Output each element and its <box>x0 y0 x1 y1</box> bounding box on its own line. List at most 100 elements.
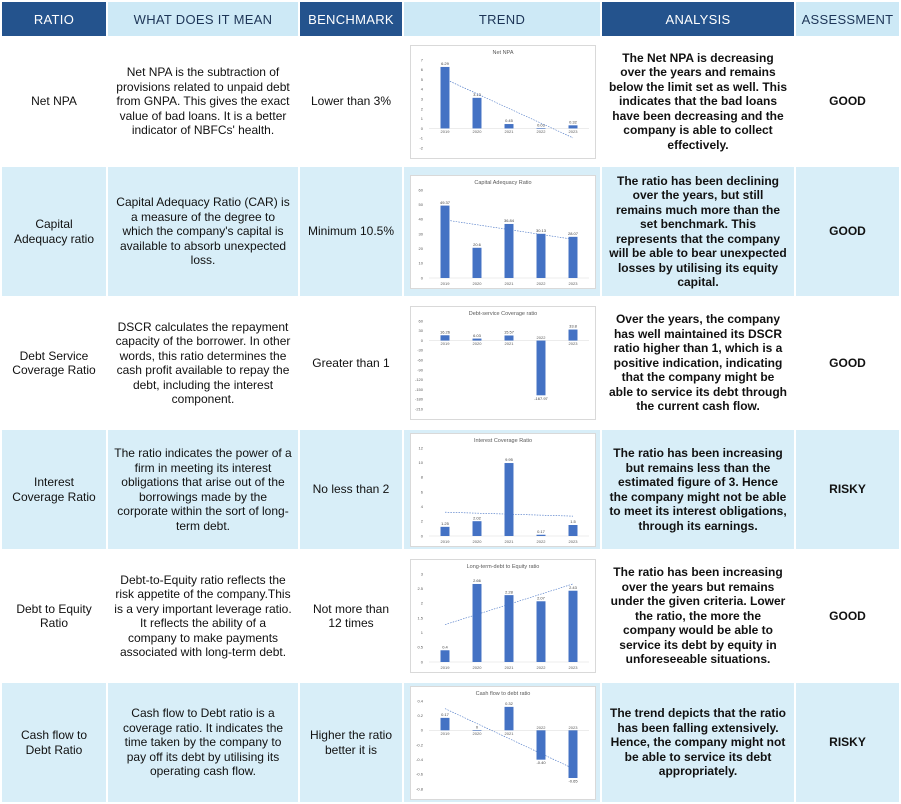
y-tick-label: 10 <box>419 260 424 265</box>
y-tick-label: 2 <box>421 601 424 606</box>
chart-bar <box>472 97 482 128</box>
x-tick-label: 2020 <box>473 665 483 670</box>
data-label: 2.07 <box>537 595 546 600</box>
table-row-dscr: Debt Service Coverage Ratio DSCR calcula… <box>2 298 899 428</box>
x-tick-label: 2023 <box>569 665 579 670</box>
y-tick-label: 4 <box>421 504 424 509</box>
y-tick-label: 0 <box>421 338 424 343</box>
data-label: -0.40 <box>536 760 546 765</box>
assessment-badge: GOOD <box>796 551 899 681</box>
y-tick-label: -90 <box>417 367 424 372</box>
chart-bar <box>504 223 514 278</box>
chart-bar <box>440 526 450 536</box>
table-row-cash-flow-to-debt: Cash flow to Debt Ratio Cash flow to Deb… <box>2 683 899 802</box>
x-tick-label: 2021 <box>505 341 515 346</box>
assessment-badge: GOOD <box>796 167 899 296</box>
chart-title: Debt-service Coverage ratio <box>469 311 537 317</box>
chart-bar <box>472 338 482 341</box>
chart-trendline <box>444 78 574 138</box>
chart-bar <box>504 595 514 662</box>
ratio-meaning: Debt-to-Equity ratio reflects the risk a… <box>108 551 298 681</box>
y-tick-label: -0.8 <box>416 786 424 791</box>
trend-chart: Capital Adequacy Ratio 0 10 20 30 40 50 60 49.37… <box>410 174 596 289</box>
trend-cell: Debt-service Coverage ratio -210 -180 -150 -… <box>404 298 600 428</box>
chart-bar <box>504 123 514 128</box>
chart-bar <box>536 340 546 396</box>
data-label: 1.5 <box>570 519 576 524</box>
ratio-name: Debt to Equity Ratio <box>2 551 106 681</box>
chart-bar <box>536 233 546 278</box>
data-label: 30.13 <box>536 228 547 233</box>
data-label: 15.57 <box>504 330 515 335</box>
chart-trendline <box>444 583 574 625</box>
ratio-analysis: The trend depicts that the ratio has bee… <box>602 683 794 802</box>
ratio-benchmark: Greater than 1 <box>300 298 402 428</box>
table-row-net-npa: Net NPA Net NPA is the subtraction of pr… <box>2 38 899 165</box>
x-tick-label: 2019 <box>441 730 451 735</box>
x-tick-label: 2021 <box>505 730 515 735</box>
assessment-badge: RISKY <box>796 430 899 549</box>
chart-title: Cash flow to debt ratio <box>476 691 531 697</box>
chart-bar <box>536 534 546 536</box>
trend-chart: Interest Coverage Ratio 0 2 4 6 8 10 12 1.25 2019… <box>410 432 596 547</box>
data-label: 33.8 <box>569 324 578 329</box>
data-label: 0.45 <box>505 118 514 123</box>
y-tick-label: 1.5 <box>417 615 423 620</box>
trend-chart-svg: Interest Coverage Ratio 0 2 4 6 8 10 12 1.25 2019… <box>419 438 589 544</box>
chart-bar <box>440 335 450 341</box>
x-tick-label: 2020 <box>473 730 483 735</box>
x-tick-label: 2021 <box>505 539 515 544</box>
chart-bar <box>504 706 514 730</box>
x-tick-label: 2019 <box>441 665 451 670</box>
trend-chart-svg: Net NPA -2 -1 0 1 2 3 4 5 6 7 6.29 2019 3.13 2020 0.45 2… <box>419 50 589 150</box>
chart-bar <box>472 729 482 731</box>
chart-bar <box>472 520 482 536</box>
x-tick-label: 2023 <box>569 341 579 346</box>
header-benchmark: BENCHMARK <box>300 2 402 36</box>
data-label: 2.28 <box>505 589 514 594</box>
x-tick-label: 2022 <box>537 539 547 544</box>
x-tick-label: 2020 <box>473 341 483 346</box>
y-tick-label: 0 <box>421 533 424 538</box>
y-tick-label: 60 <box>419 318 424 323</box>
ratio-analysis: The ratio has been declining over the ye… <box>602 167 794 296</box>
x-tick-label: 2023 <box>569 539 579 544</box>
x-tick-label: 2019 <box>441 128 451 133</box>
chart-bar <box>568 524 578 536</box>
trend-chart: Net NPA -2 -1 0 1 2 3 4 5 6 7 6.29 2019 3.13 2020 0.45 2… <box>410 44 596 159</box>
chart-trendline <box>444 707 574 769</box>
y-tick-label: -180 <box>415 397 424 402</box>
y-tick-label: 0.5 <box>417 645 423 650</box>
x-tick-label: 2020 <box>473 539 483 544</box>
y-tick-label: 1 <box>421 630 424 635</box>
data-label: 0.4 <box>442 644 448 649</box>
x-tick-label: 2022 <box>537 665 547 670</box>
chart-bar <box>536 601 546 662</box>
data-label: 2.02 <box>473 515 482 520</box>
y-tick-label: 2 <box>421 518 424 523</box>
x-tick-label: 2020 <box>473 281 483 286</box>
table-row-debt-to-equity: Debt to Equity Ratio Debt-to-Equity rati… <box>2 551 899 681</box>
data-label: 28.07 <box>568 231 579 236</box>
trend-cell: Net NPA -2 -1 0 1 2 3 4 5 6 7 6.29 2019 3.13 2020 0.45 2… <box>404 38 600 165</box>
data-label: 2.66 <box>473 578 482 583</box>
y-tick-label: 2 <box>421 106 424 111</box>
assessment-badge: GOOD <box>796 38 899 165</box>
header-assessment: ASSESSMENT <box>796 2 899 36</box>
data-label: 0 <box>476 724 479 729</box>
y-tick-label: 0 <box>421 275 424 280</box>
y-tick-label: 40 <box>419 216 424 221</box>
y-tick-label: 6 <box>421 67 424 72</box>
y-tick-label: -1 <box>419 135 423 140</box>
data-label: 0.32 <box>505 701 514 706</box>
trend-chart: Debt-service Coverage ratio -210 -180 -150 -… <box>410 306 596 420</box>
data-label: -0.65 <box>568 778 578 783</box>
ratio-analysis: The ratio has been increasing but remain… <box>602 430 794 549</box>
y-tick-label: -210 <box>415 406 424 411</box>
trend-cell: Long-term-debt to Equity ratio 0 0.5 1 1.5 2 2… <box>404 551 600 681</box>
y-tick-label: 60 <box>419 187 424 192</box>
y-tick-label: -120 <box>415 377 424 382</box>
y-tick-label: 10 <box>419 460 424 465</box>
ratio-name: Capital Adequacy ratio <box>2 167 106 296</box>
